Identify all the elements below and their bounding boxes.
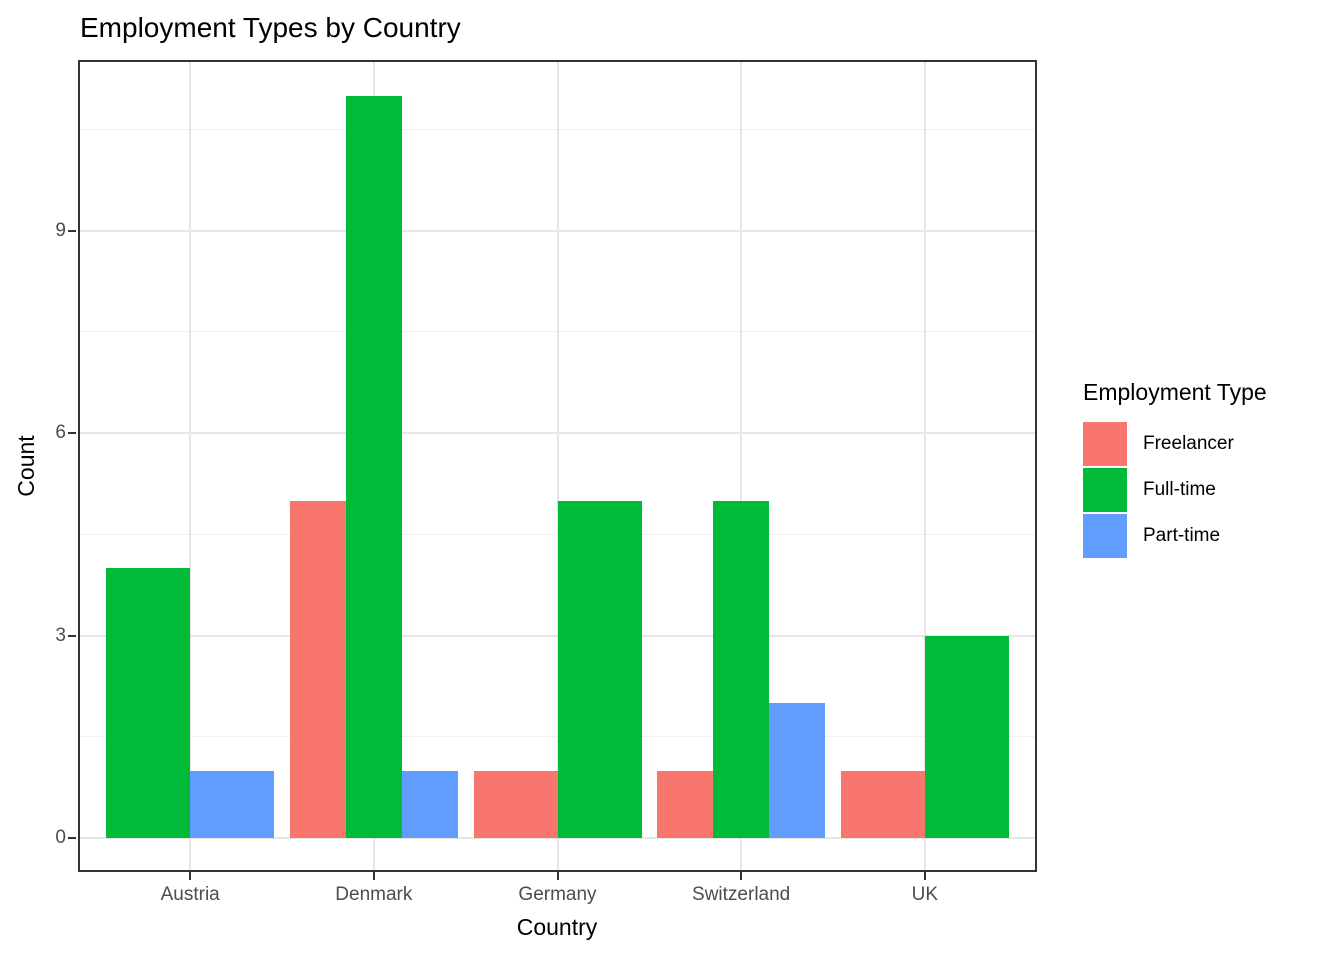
bar-uk-freelancer xyxy=(840,770,925,838)
gridline-major xyxy=(923,62,926,870)
x-tick-label: Germany xyxy=(518,884,597,905)
y-tick-label: 9 xyxy=(55,219,66,241)
bar-austria-full-time xyxy=(106,568,191,838)
bar-austria-part-time xyxy=(190,770,275,838)
x-axis-tick xyxy=(556,872,559,880)
bar-denmark-full-time xyxy=(345,95,402,838)
bar-switzerland-part-time xyxy=(769,703,826,838)
x-axis-tick xyxy=(923,872,926,880)
bar-denmark-freelancer xyxy=(289,500,346,838)
x-tick-label: Austria xyxy=(160,884,220,905)
bar-switzerland-freelancer xyxy=(657,770,714,838)
x-tick-label: UK xyxy=(911,884,938,905)
legend-label: Part-time xyxy=(1143,525,1221,546)
chart-title: Employment Types by Country xyxy=(80,12,461,43)
bar-denmark-part-time xyxy=(401,770,458,838)
y-axis-tick xyxy=(68,837,76,839)
y-tick-label: 6 xyxy=(55,422,66,443)
y-tick-label: 0 xyxy=(55,827,66,848)
bar-germany-freelancer xyxy=(473,770,558,838)
y-axis-tick xyxy=(68,432,76,434)
x-tick-label: Denmark xyxy=(335,884,413,905)
gridline-major xyxy=(740,62,743,870)
legend-swatch-part-time xyxy=(1083,514,1127,558)
bar-switzerland-full-time xyxy=(713,500,770,838)
legend: Employment Type Freelancer Full-time Part-… xyxy=(1083,378,1343,560)
gridline-major xyxy=(556,62,559,870)
x-tick-label: Switzerland xyxy=(692,884,791,905)
x-axis-tick xyxy=(189,872,192,880)
y-axis-tick xyxy=(68,634,76,637)
legend-label: Full-time xyxy=(1143,479,1216,500)
legend-swatch-freelancer xyxy=(1083,422,1127,466)
legend-item: Part-time xyxy=(1083,514,1343,558)
x-axis-title: Country xyxy=(516,914,598,940)
y-axis-tick xyxy=(68,229,76,232)
legend-title: Employment Type xyxy=(1083,379,1267,405)
legend-items: Freelancer Full-time Part-time xyxy=(1083,422,1343,558)
x-axis-tick xyxy=(740,872,743,880)
plot-panel xyxy=(78,60,1037,872)
legend-label: Freelancer xyxy=(1143,433,1234,454)
legend-swatch-full-time xyxy=(1083,468,1127,512)
x-axis-tick xyxy=(372,872,375,880)
gridline-major xyxy=(189,62,192,870)
bar-germany-full-time xyxy=(557,500,642,838)
y-axis-title: Count xyxy=(13,435,39,497)
y-tick-label: 3 xyxy=(55,624,66,646)
legend-item: Freelancer xyxy=(1083,422,1343,466)
bar-uk-full-time xyxy=(924,635,1009,838)
legend-item: Full-time xyxy=(1083,468,1343,512)
